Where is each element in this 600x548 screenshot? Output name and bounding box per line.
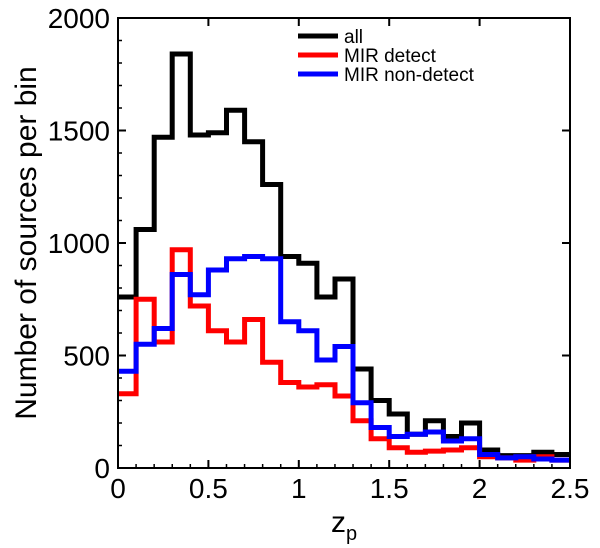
y-tick-label: 500: [63, 341, 110, 372]
x-tick-label: 2.5: [551, 473, 590, 504]
x-tick-label: 2: [472, 473, 488, 504]
y-tick-label: 0: [94, 453, 110, 484]
y-tick-label: 1500: [48, 116, 110, 147]
x-tick-label: 1.5: [370, 473, 409, 504]
series-line-mir-non-detect: [118, 254, 570, 463]
x-axis-label-subscript: p: [346, 523, 357, 545]
x-tick-label: 1: [291, 473, 307, 504]
legend-label: all: [344, 27, 363, 48]
legend-label: MIR non-detect: [344, 65, 475, 86]
legend-label: MIR detect: [344, 46, 437, 67]
plot-frame: [117, 17, 571, 469]
y-axis-label: Number of sources per bin: [10, 66, 43, 420]
x-axis-ticks: 0 0.5 1 1.5 2 2.5: [110, 18, 589, 504]
x-axis-label: zp: [331, 506, 357, 545]
x-tick-label: 0: [110, 473, 126, 504]
plot-area: [118, 51, 570, 463]
y-tick-label: 2000: [48, 3, 110, 34]
y-axis-ticks: 0 500 1000 1500 2000: [48, 3, 570, 484]
y-tick-label: 1000: [48, 228, 110, 259]
x-axis-label-main: z: [331, 506, 346, 539]
x-tick-label: 0.5: [189, 473, 228, 504]
